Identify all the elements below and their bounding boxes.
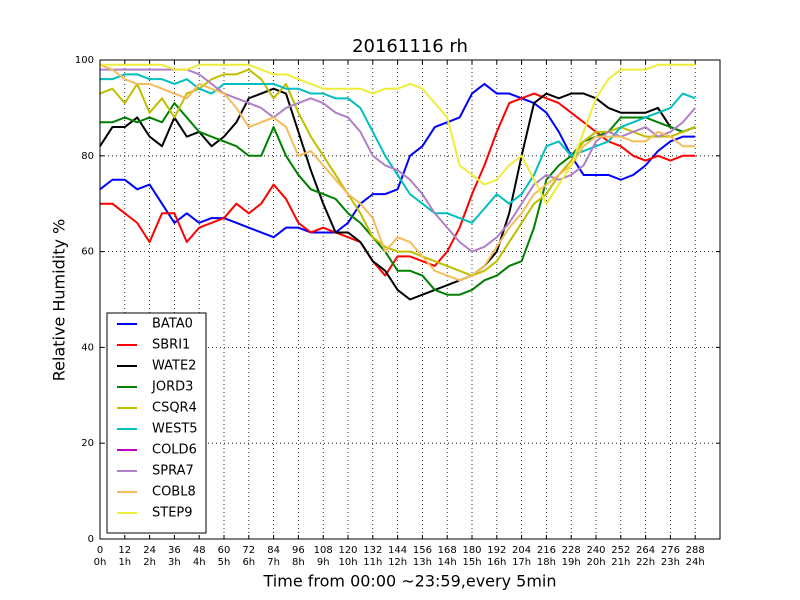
x-tick-sublabel: 16h [487,557,506,568]
x-tick-sublabel: 4h [193,557,206,568]
x-tick-label: 276 [661,545,680,556]
x-tick-label: 252 [611,545,630,556]
legend-label: SPRA7 [152,464,194,479]
chart-title: 20161116 rh [352,36,468,57]
x-tick-sublabel: 23h [661,557,680,568]
x-tick-label: 96 [292,545,305,556]
x-tick-label: 264 [636,545,655,556]
x-tick-sublabel: 20h [586,557,605,568]
x-tick-label: 36 [168,545,181,556]
legend-label: WATE2 [152,359,196,374]
x-tick-label: 120 [338,545,357,556]
x-tick-sublabel: 18h [537,557,556,568]
x-tick-label: 144 [388,545,407,556]
y-tick-label: 0 [88,534,94,545]
x-tick-sublabel: 0h [94,557,107,568]
x-tick-label: 72 [242,545,255,556]
legend-label: CSQR4 [152,401,197,416]
x-tick-sublabel: 21h [611,557,630,568]
x-tick-sublabel: 13h [413,557,432,568]
y-tick-label: 60 [81,247,94,258]
data-line [99,63,696,282]
y-tick-label: 20 [81,438,94,449]
x-tick-sublabel: 8h [292,557,305,568]
x-tick-label: 60 [218,545,231,556]
y-tick-label: 100 [75,55,94,66]
legend-label: JORD3 [151,380,193,395]
x-tick-sublabel: 1h [118,557,131,568]
x-tick-sublabel: 7h [267,557,280,568]
x-tick-label: 180 [462,545,481,556]
x-tick-label: 240 [586,545,605,556]
x-axis-label: Time from 00:00 ~23:59,every 5min [263,572,557,591]
x-tick-label: 0 [97,545,103,556]
x-tick-sublabel: 14h [438,557,457,568]
legend-box [106,312,207,534]
x-tick-label: 24 [143,545,156,556]
x-tick-sublabel: 2h [143,557,156,568]
legend: BATA0 SBRI1 WATE2 JORD3 CSQR4 WEST5 COLD6 SPRA7… [106,312,207,534]
x-tick-label: 288 [686,545,705,556]
data-line [99,82,696,239]
x-tick-label: 156 [413,545,432,556]
plot-frame [99,59,721,540]
x-tick-sublabel: 11h [363,557,382,568]
x-tick-label: 204 [512,545,531,556]
y-tick-label: 80 [81,151,94,162]
x-tick-label: 168 [438,545,457,556]
x-tick-label: 216 [537,545,556,556]
legend-label: SBRI1 [152,338,190,353]
x-tick-sublabel: 12h [388,557,407,568]
x-tick-sublabel: 5h [218,557,231,568]
x-tick-label: 228 [562,545,581,556]
x-tick-sublabel: 17h [512,557,531,568]
x-tick-sublabel: 24h [686,557,705,568]
x-tick-label: 48 [193,545,206,556]
data-line [100,68,696,253]
x-tick-sublabel: 10h [338,557,357,568]
x-tick-label: 12 [118,545,131,556]
y-axis-label: Relative Humidity % [50,219,69,381]
y-tick-label: 40 [81,342,94,353]
data-line [100,63,696,205]
legend-label: WEST5 [152,422,198,437]
legend-label: STEP9 [152,506,193,521]
x-tick-label: 108 [314,545,333,556]
x-tick-sublabel: 6h [242,557,255,568]
x-tick-label: 132 [363,545,382,556]
legend-label: COLD6 [152,443,197,458]
x-tick-sublabel: 19h [562,557,581,568]
legend-label: COBL8 [152,485,196,500]
x-tick-sublabel: 3h [168,557,181,568]
x-tick-sublabel: 22h [636,557,655,568]
x-tick-label: 192 [487,545,506,556]
data-line [100,73,696,224]
x-tick-sublabel: 15h [462,557,481,568]
legend-label: BATA0 [152,317,193,332]
x-tick-label: 84 [267,545,280,556]
x-tick-sublabel: 9h [317,557,330,568]
